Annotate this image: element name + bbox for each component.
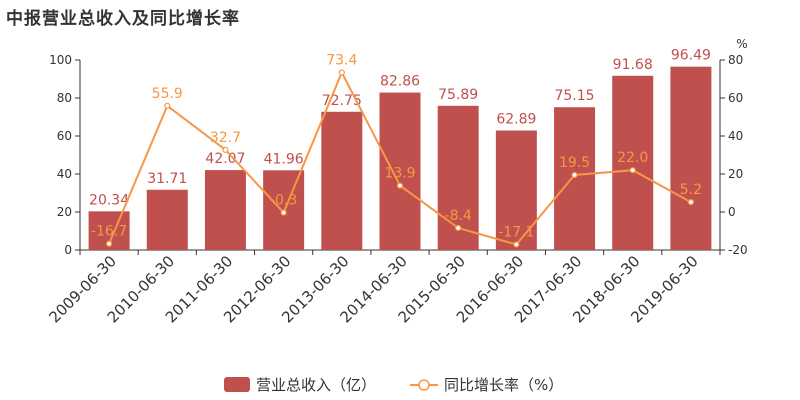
growth-label: 32.7 [210,130,241,146]
growth-label: 19.5 [559,155,590,171]
growth-line [105,69,695,248]
legend: 营业总收入（亿） 同比增长率（%） [224,376,563,394]
y-tick-left: 100 [49,53,72,67]
growth-point [280,209,287,216]
y-tick-left: 80 [57,91,72,105]
growth-point [338,69,345,76]
y-tick-left: 20 [57,205,72,219]
growth-point [164,102,171,109]
growth-label: 73.4 [326,53,357,69]
bar [204,170,246,250]
growth-label: -16.7 [91,224,127,240]
growth-label: -0.3 [270,193,297,209]
legend-label-bar: 营业总收入（亿） [256,376,376,394]
y-tick-right: -20 [728,243,748,257]
bar [146,189,188,250]
y-tick-right: 80 [728,53,743,67]
bar [612,75,654,250]
bar-label: 82.86 [380,74,420,90]
bar [554,107,596,250]
bars [88,66,712,251]
bar [495,130,537,250]
bar-label: 31.71 [147,171,187,187]
bar-label: 41.96 [264,151,304,167]
bar-label: 75.89 [438,87,478,103]
bar [379,92,421,250]
growth-point [687,199,695,206]
growth-point [222,146,229,153]
y-tick-right: 60 [728,91,743,105]
bar-label: 91.68 [613,57,653,73]
growth-point [396,182,404,189]
legend-swatch-bar [224,377,250,392]
growth-point [455,224,462,232]
growth-labels: -16.7 55.9 32.7 -0.3 73.4 13.9 -8.4 -17.1 19.5 22… [91,53,702,241]
y-axis-right-unit: % [736,37,747,51]
bar [321,111,363,251]
growth-label: 22.0 [617,150,648,166]
growth-label: -8.4 [445,208,472,224]
growth-label: 55.9 [152,86,183,102]
bar [670,66,712,250]
bar-label: 96.49 [671,48,711,64]
y-tick-left: 40 [57,167,72,181]
y-tick-left: 0 [64,243,72,257]
chart-title: 中报营业总收入及同比增长率 [6,9,240,29]
growth-point [105,240,113,247]
growth-label: -17.1 [498,224,534,240]
y-tick-right: 20 [728,167,743,181]
growth-point [513,241,520,248]
bar-label: 62.89 [496,112,536,128]
bar-label: 75.15 [554,88,594,104]
growth-point [571,171,578,179]
y-tick-left: 60 [57,129,72,143]
growth-point [629,167,636,174]
growth-label: 5.2 [680,182,702,198]
bar-label: 42.07 [205,151,245,167]
bar-label: 20.34 [89,192,129,208]
legend-swatch-point [418,379,430,391]
y-tick-right: 0 [728,205,736,219]
legend-label-line: 同比增长率（%） [444,376,563,394]
y-tick-right: 40 [728,129,743,143]
growth-label: 13.9 [384,166,415,182]
